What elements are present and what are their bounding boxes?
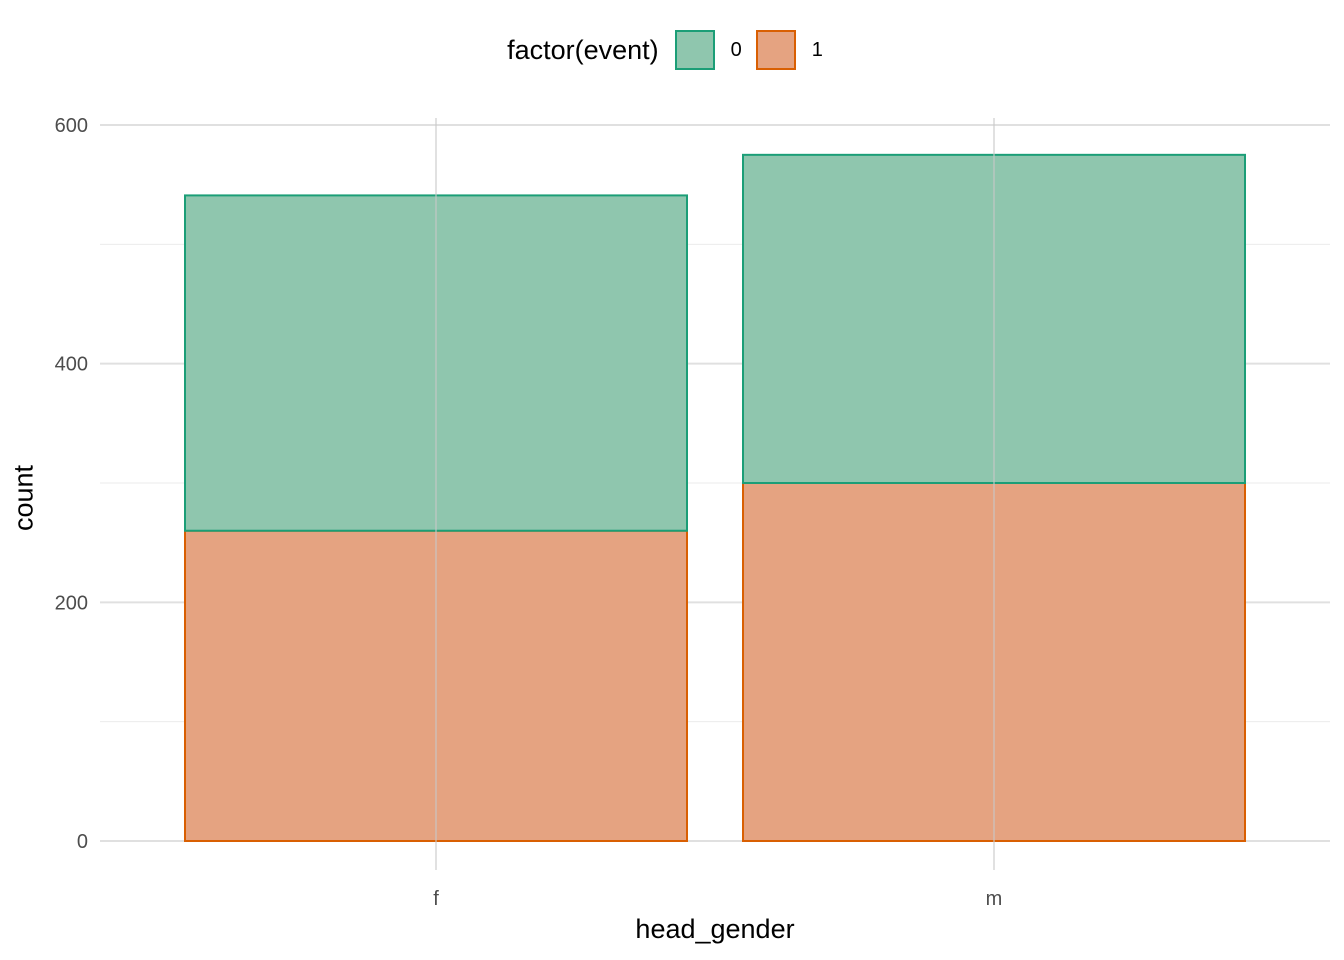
legend-item-1: 1 [755,30,823,70]
legend-swatch-0 [674,30,715,70]
y-axis-title: count [8,464,39,532]
legend-item-0: 0 [674,30,742,70]
y-tick-label: 200 [55,592,88,614]
legend-swatch-1 [755,30,796,70]
legend-label-0: 0 [730,38,742,61]
x-tick-label: m [986,888,1003,910]
x-axis-title: head_gender [635,914,795,944]
y-tick-label: 400 [55,354,88,376]
y-tick-label: 600 [55,115,88,137]
legend-title: factor(event) [507,34,659,65]
y-tick-label: 0 [77,831,88,853]
x-tick-label: f [433,888,439,910]
legend-label-1: 1 [811,38,823,61]
legend: factor(event) 0 1 [0,30,1344,70]
